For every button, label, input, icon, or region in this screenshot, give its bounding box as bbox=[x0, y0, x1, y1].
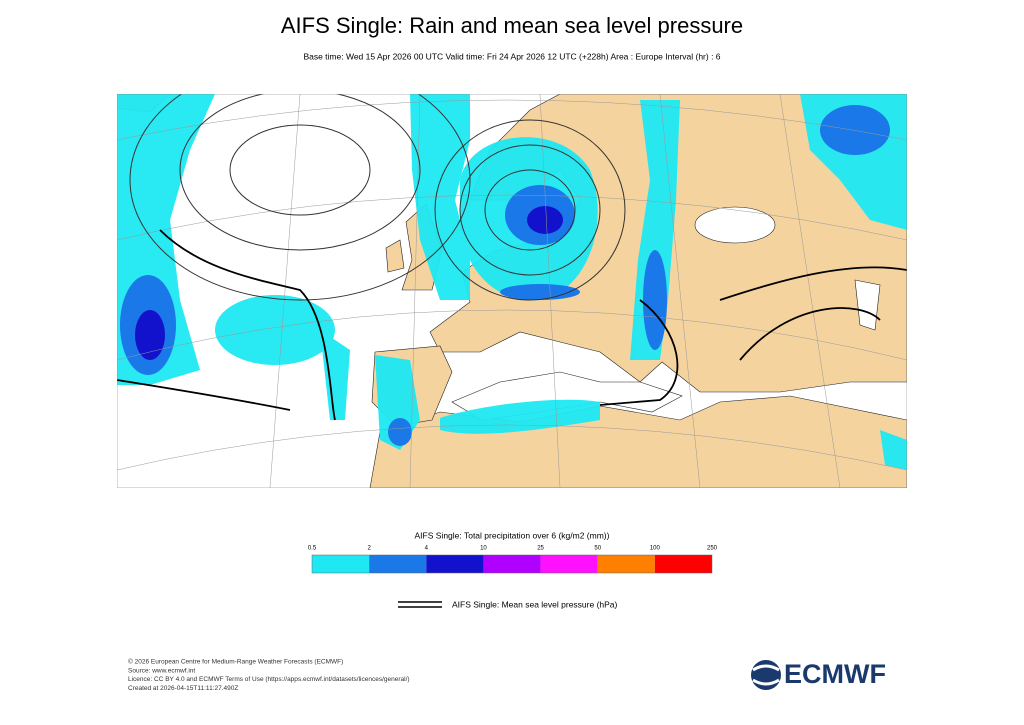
colorbar-tick-label: 25 bbox=[537, 546, 544, 552]
colorbar-tick-label: 50 bbox=[594, 546, 601, 552]
colorbar-title: AIFS Single: Total precipitation over 6 … bbox=[415, 530, 610, 540]
logo-text: ECMWF bbox=[784, 659, 886, 689]
colorbar-box bbox=[597, 555, 655, 573]
colorbar-box bbox=[426, 555, 484, 573]
footer-line: Source: www.ecmwf.int bbox=[128, 667, 195, 674]
colorbar-tick-label: 10 bbox=[480, 546, 487, 552]
colorbar-box bbox=[483, 555, 541, 573]
colorbar-tick-label: 250 bbox=[707, 546, 718, 552]
colorbar-box bbox=[654, 555, 712, 573]
footer-line: Licence: CC BY 4.0 and ECMWF Terms of Us… bbox=[128, 676, 410, 683]
colorbar-tick-label: 4 bbox=[425, 546, 429, 552]
map bbox=[117, 94, 907, 488]
colorbar-box bbox=[312, 555, 370, 573]
footer-line: © 2026 European Centre for Medium-Range … bbox=[128, 658, 343, 666]
line-legend-label: AIFS Single: Mean sea level pressure (hP… bbox=[452, 599, 618, 609]
logo: ECMWF bbox=[751, 659, 886, 690]
colorbar-box bbox=[540, 555, 598, 573]
colorbar-tick-label: 2 bbox=[367, 546, 371, 552]
footer: © 2026 European Centre for Medium-Range … bbox=[128, 658, 410, 692]
colorbar-frame bbox=[311, 554, 713, 574]
subtitle: Base time: Wed 15 Apr 2026 00 UTC Valid … bbox=[303, 51, 720, 61]
title: AIFS Single: Rain and mean sea level pre… bbox=[281, 13, 743, 38]
colorbar-tick-label: 100 bbox=[650, 546, 661, 552]
colorbar: 0.5 2 4 10 25 50 100 250 bbox=[308, 546, 718, 574]
footer-line: Created at 2026-04-15T11:11:27.490Z bbox=[128, 685, 238, 692]
colorbar-tick-label: 0.5 bbox=[308, 546, 317, 552]
colorbar-box bbox=[369, 555, 427, 573]
